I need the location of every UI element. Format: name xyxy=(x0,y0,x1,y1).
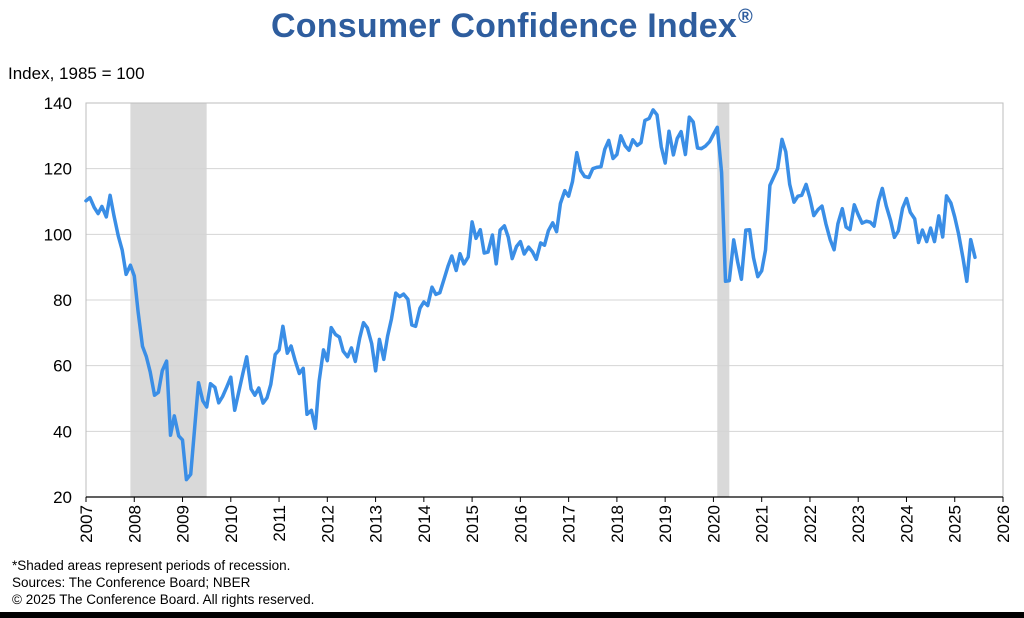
x-tick-label-2009: 2009 xyxy=(174,505,193,543)
x-tick-label-2016: 2016 xyxy=(511,505,530,543)
y-tick-label-40: 40 xyxy=(53,422,72,441)
x-tick-label-2022: 2022 xyxy=(801,505,820,543)
x-tick-label-2023: 2023 xyxy=(849,505,868,543)
gridlines xyxy=(86,102,1003,432)
axes xyxy=(85,102,1004,502)
x-tick-label-2014: 2014 xyxy=(415,505,434,543)
y-tick-label-100: 100 xyxy=(44,225,72,244)
x-tick-label-2007: 2007 xyxy=(77,505,96,543)
x-tick-label-2026: 2026 xyxy=(994,505,1013,543)
footnotes: *Shaded areas represent periods of reces… xyxy=(12,557,314,608)
x-tick-label-2012: 2012 xyxy=(318,505,337,543)
footnote-recession: *Shaded areas represent periods of reces… xyxy=(12,558,291,573)
y-tick-label-120: 120 xyxy=(44,160,72,179)
chart-title: Consumer Confidence Index® xyxy=(0,6,1024,46)
x-tick-label-2008: 2008 xyxy=(125,505,144,543)
registered-mark: ® xyxy=(738,6,753,28)
footnote-sources: Sources: The Conference Board; NBER xyxy=(12,575,251,590)
series-line-0 xyxy=(84,108,977,482)
footnote-copyright: © 2025 The Conference Board. All rights … xyxy=(12,592,315,607)
x-tick-label-2010: 2010 xyxy=(222,505,241,543)
y-tick-label-140: 140 xyxy=(44,94,72,113)
y-axis-unit-label: Index, 1985 = 100 xyxy=(8,64,145,83)
bottom-border xyxy=(0,612,1024,618)
x-tick-label-2019: 2019 xyxy=(656,505,675,543)
y-tick-label-60: 60 xyxy=(53,357,72,376)
x-tick-labels: 2007 2008 2009 2010 2011 2012 2013 2014 2015 2016… xyxy=(77,505,1013,543)
x-tick-label-2015: 2015 xyxy=(463,505,482,543)
x-tick-label-2025: 2025 xyxy=(946,505,965,543)
x-tick-label-2020: 2020 xyxy=(704,505,723,543)
x-tick-label-2013: 2013 xyxy=(367,505,386,543)
chart-title-text: Consumer Confidence Index xyxy=(271,7,738,45)
y-tick-label-80: 80 xyxy=(53,291,72,310)
y-tick-label-20: 20 xyxy=(53,488,72,507)
x-tick-label-2024: 2024 xyxy=(897,505,916,543)
x-tick-label-2021: 2021 xyxy=(753,505,772,543)
x-tick-label-2018: 2018 xyxy=(608,505,627,543)
y-tick-labels: 20 40 60 80 100 120 140 xyxy=(44,94,72,507)
x-tick-label-2011: 2011 xyxy=(270,505,289,542)
series-layer xyxy=(84,108,977,482)
x-tick-label-2017: 2017 xyxy=(560,505,579,543)
